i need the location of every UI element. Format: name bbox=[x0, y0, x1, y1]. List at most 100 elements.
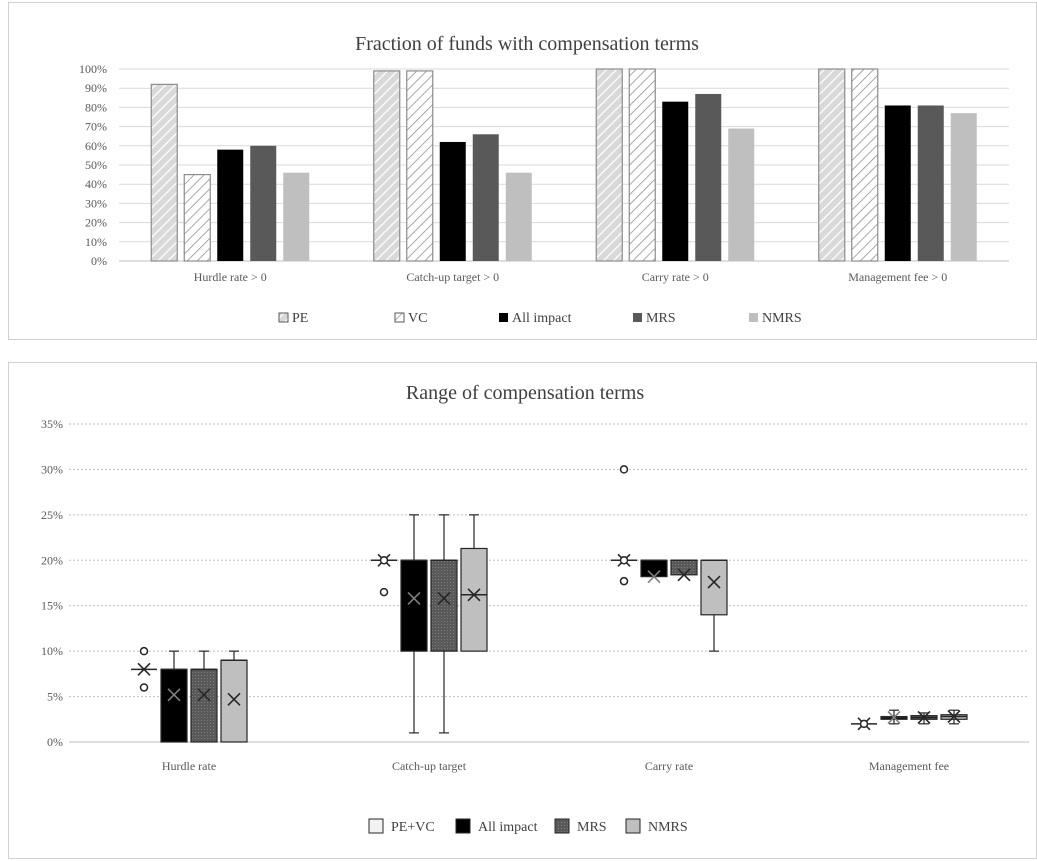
x-category-label: Management fee bbox=[869, 759, 949, 773]
y-tick-label: 30% bbox=[41, 462, 63, 476]
bar-mrs bbox=[250, 145, 277, 261]
y-tick-label: 0% bbox=[91, 254, 107, 268]
chart-title: Range of compensation terms bbox=[406, 382, 644, 404]
mean-marker bbox=[467, 588, 481, 602]
y-tick-label: 100% bbox=[79, 62, 107, 76]
y-tick-label: 30% bbox=[85, 196, 107, 210]
legend-swatch bbox=[394, 312, 405, 323]
y-tick-label: 70% bbox=[85, 120, 107, 134]
y-axis-ticks: 0% 5% 10% 15% 20% 25% 30% 35% bbox=[41, 417, 63, 749]
y-tick-label: 20% bbox=[41, 553, 63, 567]
box-all-impact bbox=[400, 514, 428, 734]
mean-marker bbox=[887, 710, 901, 725]
y-tick-label: 20% bbox=[85, 216, 107, 230]
legend-label: NMRS bbox=[762, 311, 802, 326]
legend: PE+VC All impact MRS NMRS bbox=[368, 818, 688, 835]
x-category-label: Hurdle rate bbox=[162, 759, 216, 773]
bar-all-impact bbox=[884, 105, 911, 261]
y-axis-ticks: 0% 10% 20% 30% 40% 50% 60% 70% 80% 90% 100% bbox=[79, 62, 107, 268]
legend-swatch bbox=[633, 313, 642, 322]
x-category-label: Catch-up target bbox=[392, 759, 467, 773]
box-iqr bbox=[160, 668, 188, 743]
legend-label: VC bbox=[408, 311, 427, 326]
box-mrs bbox=[190, 650, 218, 743]
x-category-label: Carry rate > 0 bbox=[642, 270, 709, 284]
x-category-label: Carry rate bbox=[645, 759, 693, 773]
outlier-point bbox=[379, 587, 389, 597]
x-axis-categories: Hurdle rate Catch-up target Carry rate Mana… bbox=[162, 759, 949, 773]
outlier-point bbox=[619, 576, 629, 586]
bar-nmrs bbox=[728, 128, 755, 261]
mean-marker bbox=[137, 662, 151, 676]
legend-label: PE+VC bbox=[391, 820, 435, 835]
mean-marker bbox=[917, 710, 931, 725]
legend-label: MRS bbox=[577, 820, 607, 835]
bar-chart-panel: Fraction of funds with compensation term… bbox=[8, 2, 1037, 340]
bar-vc bbox=[628, 68, 656, 262]
box-pe-vc bbox=[131, 646, 157, 692]
box-iqr bbox=[640, 559, 668, 578]
y-tick-label: 80% bbox=[85, 100, 107, 114]
outlier-point bbox=[859, 719, 869, 729]
legend-swatch bbox=[554, 818, 570, 834]
box-nmrs bbox=[700, 559, 728, 652]
box-iqr bbox=[700, 559, 728, 616]
y-tick-label: 60% bbox=[85, 139, 107, 153]
legend-label: PE bbox=[292, 311, 308, 326]
bar-nmrs bbox=[950, 113, 977, 261]
y-tick-label: 5% bbox=[47, 690, 63, 704]
bar-vc bbox=[851, 68, 879, 262]
box-all-impact bbox=[640, 559, 668, 584]
x-axis-categories: Hurdle rate > 0 Catch-up target > 0 Carry … bbox=[194, 270, 948, 284]
legend-swatch bbox=[499, 313, 508, 322]
box-all-impact bbox=[160, 650, 188, 743]
bar-pe bbox=[150, 83, 178, 262]
outlier-point bbox=[139, 683, 149, 692]
outlier-point bbox=[139, 646, 149, 656]
mean-marker bbox=[437, 591, 451, 606]
legend-label: All impact bbox=[478, 820, 538, 835]
bar-all-impact bbox=[662, 101, 689, 261]
legend: PE VC All impact MRS NMRS bbox=[278, 311, 802, 326]
bar-pe bbox=[373, 70, 401, 262]
y-tick-label: 10% bbox=[85, 235, 107, 249]
bar-all-impact bbox=[439, 141, 466, 261]
mean-marker bbox=[407, 591, 421, 606]
box-mrs bbox=[670, 559, 698, 582]
bar-vc bbox=[183, 174, 211, 262]
box-iqr bbox=[190, 668, 218, 743]
bar-nmrs bbox=[505, 172, 532, 261]
y-tick-label: 15% bbox=[41, 599, 63, 613]
outlier-point bbox=[379, 556, 389, 565]
box-nmrs bbox=[460, 514, 488, 652]
box-all-impact bbox=[880, 709, 908, 725]
boxes bbox=[131, 465, 968, 743]
bar-mrs bbox=[917, 105, 944, 261]
legend-label: All impact bbox=[512, 311, 572, 326]
bar-chart: Fraction of funds with compensation term… bbox=[79, 33, 1009, 326]
y-tick-label: 10% bbox=[41, 644, 63, 658]
legend-label: NMRS bbox=[648, 820, 688, 835]
legend-swatch bbox=[455, 818, 471, 834]
y-tick-label: 0% bbox=[47, 735, 63, 749]
box-iqr bbox=[460, 547, 488, 652]
bar-mrs bbox=[472, 134, 499, 261]
mean-marker bbox=[677, 568, 691, 582]
bar-nmrs bbox=[283, 172, 310, 261]
mean-marker bbox=[947, 709, 961, 724]
y-tick-label: 50% bbox=[85, 158, 107, 172]
box-pe-vc bbox=[611, 465, 637, 586]
outlier-point bbox=[619, 465, 629, 474]
legend-swatch bbox=[278, 312, 289, 323]
mean-marker bbox=[227, 692, 241, 706]
y-tick-label: 25% bbox=[41, 508, 63, 522]
y-tick-label: 35% bbox=[41, 417, 63, 431]
y-tick-label: 90% bbox=[85, 81, 107, 95]
box-mrs bbox=[430, 514, 458, 734]
bar-all-impact bbox=[217, 149, 244, 261]
box-pe-vc bbox=[851, 717, 877, 731]
box-chart-panel: Range of compensation terms 0% 5% 10% 15% 20… bbox=[8, 362, 1037, 859]
legend-label: MRS bbox=[646, 311, 676, 326]
legend-swatch bbox=[368, 818, 384, 834]
box-iqr bbox=[430, 559, 458, 652]
